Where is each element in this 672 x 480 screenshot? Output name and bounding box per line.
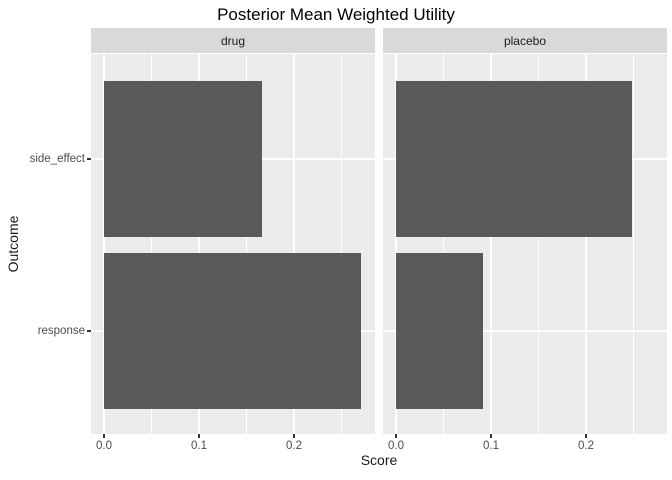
x-tick-label: 0.1	[191, 440, 207, 452]
gridline-major	[293, 54, 295, 434]
y-tick-label: side_effect	[29, 153, 85, 165]
facet-panel	[383, 54, 667, 434]
bar-drug-side_effect	[104, 81, 262, 237]
facet-strip: placebo	[383, 28, 667, 53]
facet-strip-label: placebo	[503, 33, 547, 48]
x-tick-mark	[490, 434, 492, 438]
x-tick-label: 0.2	[286, 440, 302, 452]
y-tick-label: response	[37, 325, 85, 337]
bar-drug-response	[104, 253, 362, 409]
bar-placebo-response	[396, 253, 484, 409]
x-tick-mark	[585, 434, 587, 438]
gridline-minor	[246, 54, 247, 434]
facet-strip: drug	[91, 28, 375, 53]
x-axis-title: Score	[360, 452, 398, 468]
facet-strip-label: drug	[220, 33, 246, 48]
x-tick-mark	[103, 434, 105, 438]
gridline-minor	[151, 54, 152, 434]
gridline-minor	[538, 54, 539, 434]
gridline-major	[585, 54, 587, 434]
y-tick-mark	[86, 330, 91, 332]
gridline-major	[103, 54, 105, 434]
facet-panel	[91, 54, 375, 434]
gridline-major	[198, 54, 200, 434]
x-tick-mark	[293, 434, 295, 438]
x-tick-label: 0.0	[388, 440, 404, 452]
x-tick-label: 0.1	[483, 440, 499, 452]
bar-placebo-side_effect	[396, 81, 632, 237]
y-axis-title: Outcome	[5, 215, 21, 273]
gridline-major	[490, 54, 492, 434]
gridline-minor	[443, 54, 444, 434]
x-tick-label: 0.2	[578, 440, 594, 452]
gridline-minor	[633, 54, 634, 434]
x-tick-mark	[198, 434, 200, 438]
chart-title: Posterior Mean Weighted Utility	[217, 5, 455, 24]
x-tick-label: 0.0	[96, 440, 112, 452]
y-tick-mark	[86, 158, 91, 160]
x-tick-mark	[395, 434, 397, 438]
gridline-major	[395, 54, 397, 434]
gridline-minor	[341, 54, 342, 434]
gridline-major	[383, 330, 667, 332]
